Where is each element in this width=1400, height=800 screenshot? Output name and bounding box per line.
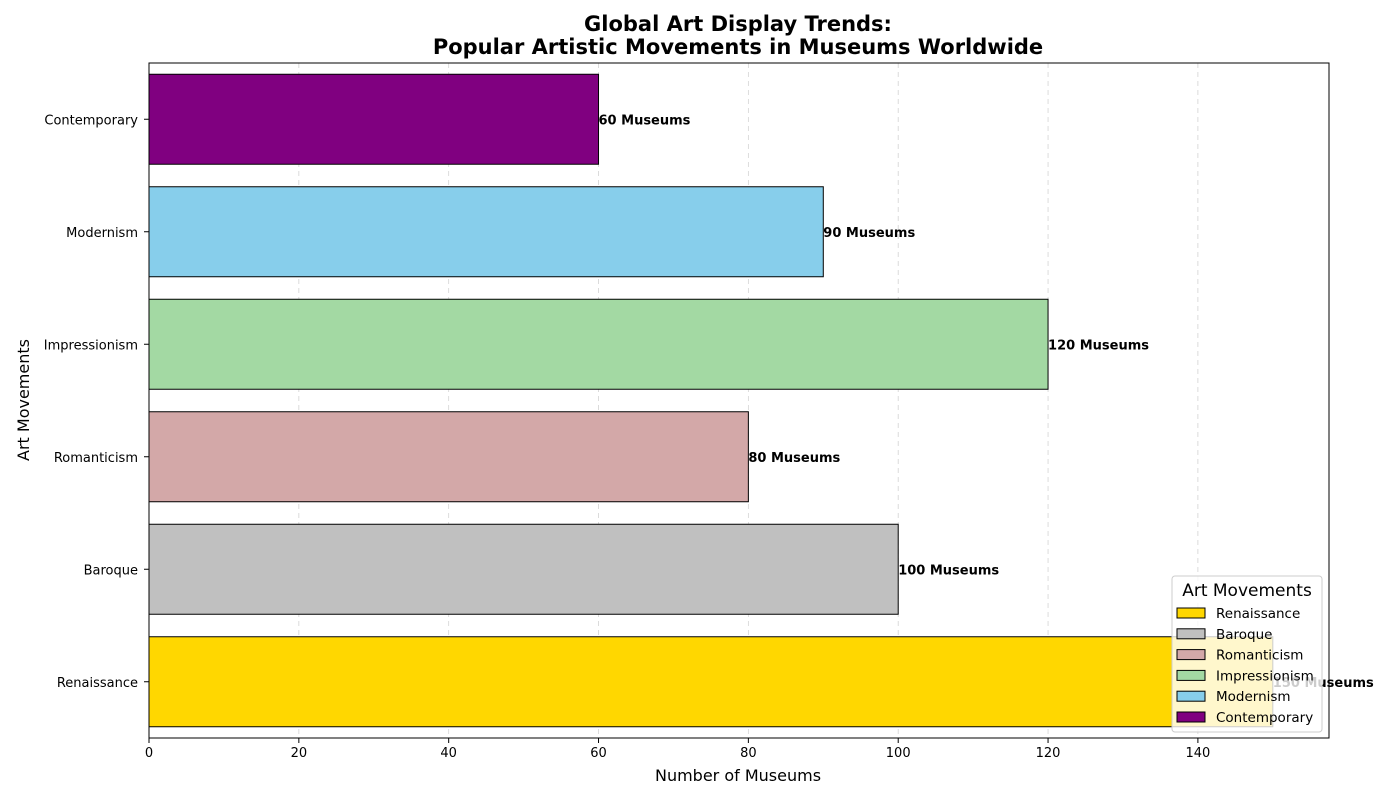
plot-frame <box>148 62 1330 739</box>
legend-swatch-renaissance <box>1176 607 1206 619</box>
legend-swatch-modernism <box>1176 690 1206 702</box>
x-tick-label: 140 <box>1185 746 1210 761</box>
data-label-impressionism: 120 Museums <box>1048 338 1149 353</box>
legend-swatch-impressionism <box>1176 669 1206 681</box>
x-tick-label: 20 <box>291 746 308 761</box>
x-tick-label: 120 <box>1036 746 1061 761</box>
x-tick-label: 0 <box>145 746 153 761</box>
y-tick-label-contemporary: Contemporary <box>44 113 138 128</box>
bar-contemporary <box>148 73 600 165</box>
bar-impressionism <box>148 298 1049 390</box>
chart-title-line-1: Global Art Display Trends: <box>584 12 892 36</box>
bar-modernism <box>148 186 824 278</box>
legend-label-contemporary: Contemporary <box>1216 710 1313 726</box>
legend-label-baroque: Baroque <box>1216 627 1272 643</box>
legend-swatch-romanticism <box>1176 649 1206 661</box>
y-tick-label-modernism: Modernism <box>66 226 138 241</box>
y-tick-label-romanticism: Romanticism <box>54 451 138 466</box>
data-label-modernism: 90 Museums <box>823 226 915 241</box>
legend-swatch-baroque <box>1176 628 1206 640</box>
legend-box <box>1171 575 1323 733</box>
x-tick-label: 100 <box>886 746 911 761</box>
y-tick-label-baroque: Baroque <box>84 563 138 578</box>
data-label-romanticism: 80 Museums <box>748 451 840 466</box>
legend-label-romanticism: Romanticism <box>1216 648 1303 664</box>
bars <box>148 73 1274 728</box>
y-axis-label: Art Movements <box>14 339 33 461</box>
legend-label-modernism: Modernism <box>1216 689 1291 705</box>
x-axis: 0 20 40 60 80 100 120 140 <box>145 738 1210 761</box>
chart-title-line-2: Popular Artistic Movements in Museums Wo… <box>433 35 1043 59</box>
y-tick-label-renaissance: Renaissance <box>57 676 138 691</box>
y-tick-label-impressionism: Impressionism <box>44 338 138 353</box>
grid-lines <box>148 63 1199 738</box>
legend-title: Art Movements <box>1182 581 1312 601</box>
bar-romanticism <box>148 411 749 503</box>
chart-title: Global Art Display Trends: Popular Artis… <box>433 12 1043 59</box>
bar-baroque <box>148 523 899 615</box>
x-tick-label: 60 <box>590 746 607 761</box>
x-tick-label: 80 <box>740 746 757 761</box>
legend-label-impressionism: Impressionism <box>1216 668 1314 684</box>
data-label-contemporary: 60 Museums <box>599 113 691 128</box>
bar-renaissance <box>148 636 1274 728</box>
legend-swatch-contemporary <box>1176 711 1206 723</box>
y-axis: Renaissance Baroque Romanticism Impressioni… <box>44 113 149 691</box>
legend: Art Movements Renaissance Baroque Romantici… <box>1171 575 1323 733</box>
x-axis-label: Number of Museums <box>655 766 821 785</box>
legend-label-renaissance: Renaissance <box>1216 606 1300 622</box>
x-tick-label: 40 <box>440 746 457 761</box>
data-label-baroque: 100 Museums <box>898 563 999 578</box>
